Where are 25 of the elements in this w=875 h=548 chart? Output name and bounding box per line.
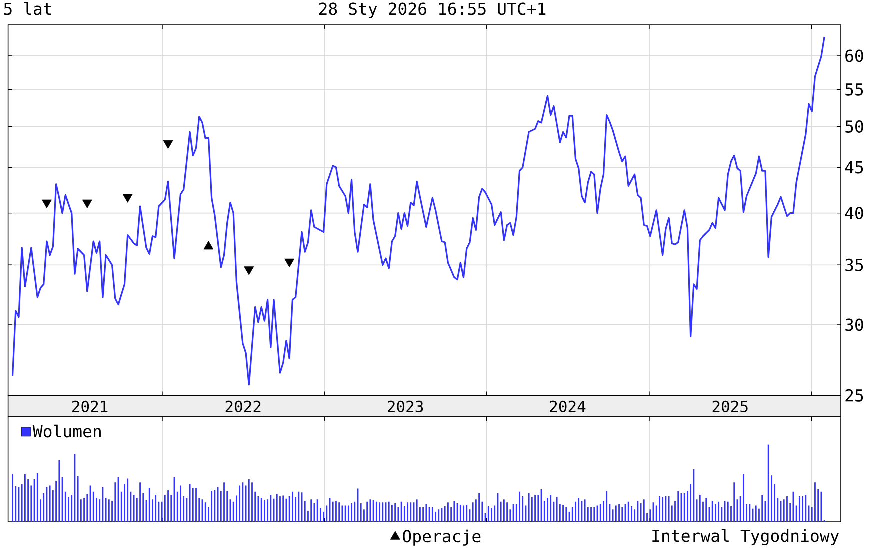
point: [42, 200, 52, 208]
y-tick-label: 30: [846, 318, 864, 332]
y-tick-label: 50: [846, 120, 864, 133]
y-tick-label: 25: [846, 389, 864, 402]
x-tick-label: 2025: [712, 400, 748, 413]
point: [244, 266, 254, 276]
point: [82, 200, 92, 208]
legend-label: Wolumen: [32, 424, 101, 438]
point: [284, 258, 295, 268]
point: [122, 194, 133, 203]
y-tick-label: 60: [846, 50, 864, 62]
y-tick-label: 35: [846, 258, 864, 272]
y-tick-label: 45: [845, 161, 864, 174]
point: [163, 140, 174, 150]
y-tick-label: 55: [846, 84, 864, 96]
x-tick-label: 2023: [388, 400, 424, 413]
chart-subtitle: 28 Sty 2026 16:55 UTC+1: [319, 2, 546, 18]
chart-title: 5 lat: [4, 2, 52, 16]
line-series: [12, 36, 826, 386]
x-tick-label: 2024: [550, 400, 586, 413]
x-tick-label: 2021: [72, 400, 108, 413]
legend-label: Operacje: [403, 530, 481, 546]
x-tick-label: 2022: [226, 400, 261, 413]
y-tick-label: 40: [845, 207, 864, 220]
text: Interwal Tygodniowy: [652, 529, 840, 546]
